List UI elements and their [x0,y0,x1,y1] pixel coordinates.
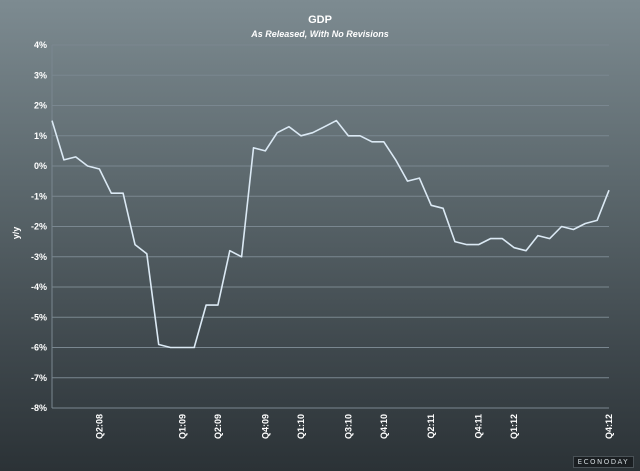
y-tick-label: -4% [31,282,47,292]
y-tick-label: -7% [31,373,47,383]
series-line [51,119,610,349]
y-tick-label: 0% [34,161,47,171]
chart-title: GDP [308,14,332,26]
y-tick-label: -5% [31,312,47,322]
y-tick-label: 2% [34,101,47,111]
y-tick-label: 4% [34,40,47,50]
x-tick-label: Q2:11 [426,414,436,439]
x-tick-label: Q4:09 [260,414,270,439]
brand-logo: ECONODAY [572,456,634,468]
y-tick-label: -2% [31,222,47,232]
x-tick-label: Q4:10 [379,414,389,439]
y-tick-label: -8% [31,403,47,413]
x-tick-label: Q1:09 [177,414,187,439]
y-tick-label: -6% [31,343,47,353]
x-tick-label: Q1:10 [296,414,306,439]
y-tick-label: 3% [34,70,47,80]
y-tick-label: 1% [34,131,47,141]
y-tick-label: -3% [31,252,47,262]
x-tick-label: Q3:10 [343,414,353,439]
x-tick-label: Q4:11 [474,414,484,439]
x-tick-label: Q4:12 [604,414,614,439]
x-tick-label: Q2:09 [213,414,223,439]
x-tick-label: Q2:08 [94,414,104,439]
x-tick-label: Q1:12 [509,414,519,439]
chart-subtitle: As Released, With No Revisions [251,29,389,39]
y-tick-label: -1% [31,191,47,201]
